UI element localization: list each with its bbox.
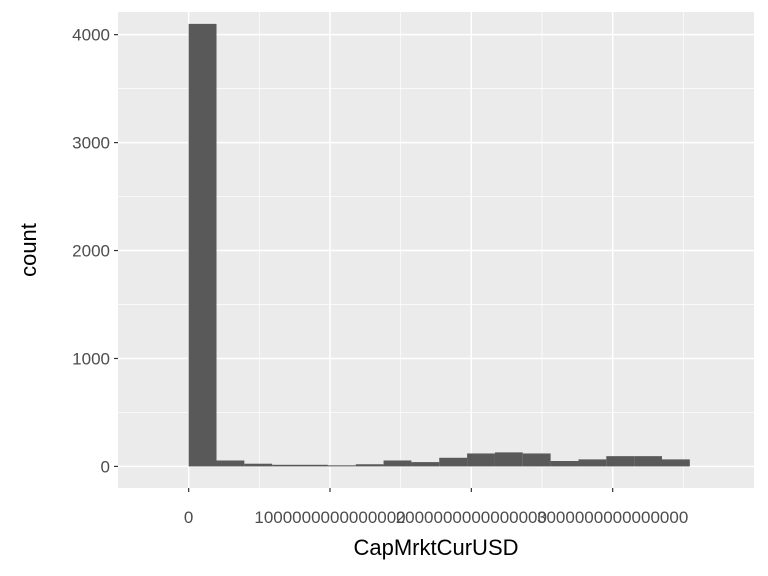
y-tick-label: 0 <box>101 457 110 476</box>
y-tick-label: 4000 <box>72 26 110 45</box>
histogram-bar <box>578 459 607 467</box>
histogram-bar <box>550 461 579 467</box>
x-tick-label: 0 <box>184 508 193 527</box>
x-tick-label: 2000000000000000 <box>396 508 547 527</box>
histogram-bar <box>439 457 468 467</box>
histogram-bar <box>383 460 412 467</box>
y-axis-title: count <box>16 223 41 277</box>
y-tick-label: 1000 <box>72 349 110 368</box>
histogram-bar <box>272 464 301 467</box>
histogram-bar <box>522 453 551 467</box>
y-tick-label: 2000 <box>72 242 110 261</box>
histogram-bars <box>188 23 690 467</box>
histogram-bar <box>355 464 384 467</box>
histogram-bar <box>216 460 245 467</box>
histogram-bar <box>411 462 440 467</box>
x-tick-label: 1000000000000000 <box>254 508 405 527</box>
x-axis: 0 100000000000000020000000000000003000000… <box>184 488 688 527</box>
histogram-bar <box>188 23 217 467</box>
y-tick-label: 3000 <box>72 134 110 153</box>
x-axis-title: CapMrktCurUSD <box>353 535 518 560</box>
histogram-bar <box>634 456 662 467</box>
histogram-bar <box>661 459 690 467</box>
histogram-bar <box>606 456 635 467</box>
histogram-bar <box>467 453 495 467</box>
histogram-bar <box>494 452 523 467</box>
y-axis: 0 1000 2000 3000 4000 <box>72 26 118 476</box>
histogram-bar <box>327 465 356 467</box>
histogram-bar <box>244 463 273 467</box>
x-tick-label: 3000000000000000 <box>537 508 688 527</box>
histogram-bar <box>300 464 328 467</box>
